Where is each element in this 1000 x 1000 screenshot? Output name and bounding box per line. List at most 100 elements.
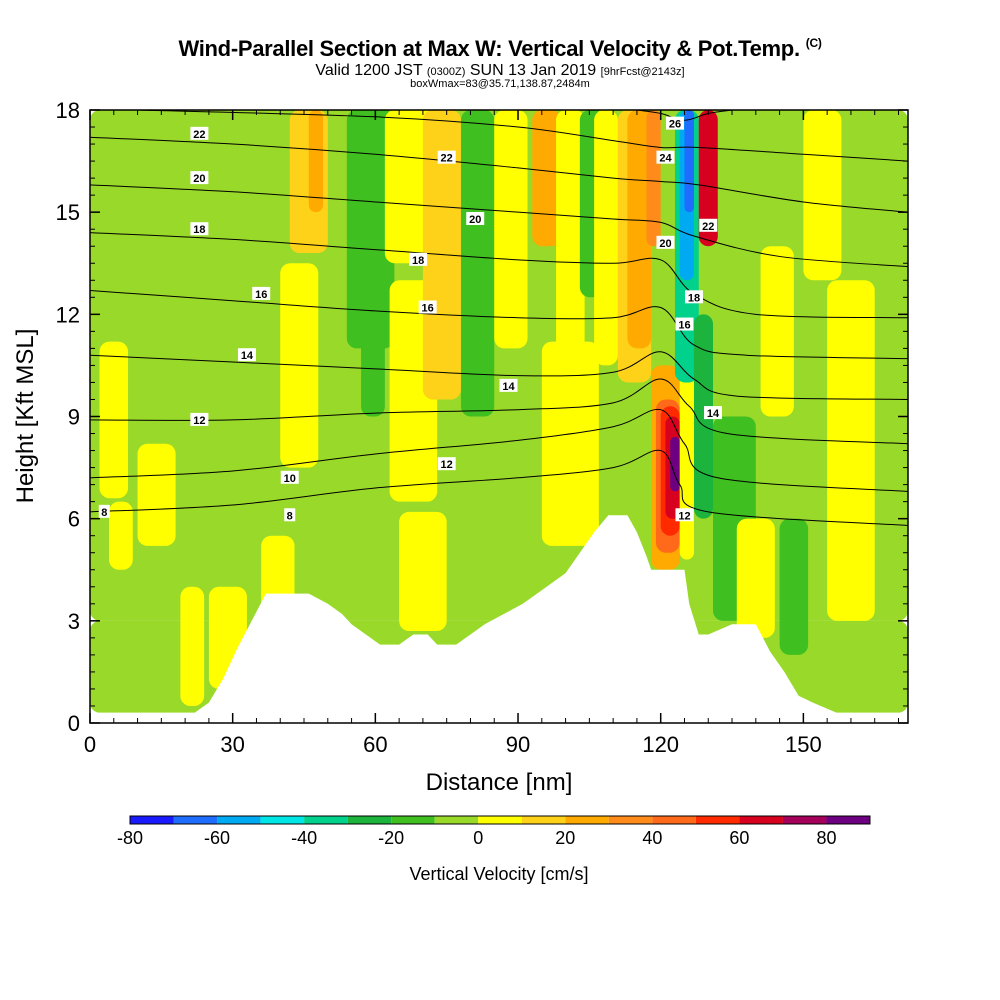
colorbar-tick-label: -40 xyxy=(291,828,317,848)
valid-date: SUN 13 Jan 2019 xyxy=(469,62,597,79)
valid-zulu: (0300Z) xyxy=(426,66,466,78)
contour-label-text: 26 xyxy=(669,119,681,131)
contour-label-bg xyxy=(656,150,675,164)
colorbar-tick-label: 80 xyxy=(816,828,836,848)
theta-contour-8 xyxy=(90,449,908,526)
y-tick-label: 9 xyxy=(68,405,80,430)
theta-contour-20 xyxy=(90,184,908,268)
contour-label-text: 16 xyxy=(422,303,434,315)
box-wmax-info: boxWmax=83@35.71,138.87,2484m xyxy=(410,78,590,90)
velocity-cell xyxy=(670,436,680,492)
contour-label-bg xyxy=(704,406,723,420)
velocity-cell xyxy=(736,518,775,638)
colorbar-label: Vertical Velocity [cm/s] xyxy=(409,864,588,884)
colorbar-swatch xyxy=(565,816,609,824)
contour-label: 8 xyxy=(284,508,296,522)
contour-label-text: 14 xyxy=(502,381,515,393)
theta-contour-14 xyxy=(90,351,908,400)
terrain-mask xyxy=(90,515,908,725)
contour-label-text: 20 xyxy=(469,214,481,226)
contour-label-text: 12 xyxy=(441,459,453,471)
contour-label-bg xyxy=(699,218,718,232)
x-tick-label: 150 xyxy=(785,732,822,757)
contour-label-bg xyxy=(656,235,675,249)
theta-contour-18 xyxy=(90,232,908,319)
contour-label: 18 xyxy=(190,222,209,236)
contour-label-bg xyxy=(675,508,694,522)
x-tick-label: 0 xyxy=(84,732,96,757)
contour-label-text: 14 xyxy=(241,350,254,362)
contour-label: 22 xyxy=(190,126,209,141)
contour-label-text: 14 xyxy=(707,408,720,420)
contour-label-text: 12 xyxy=(678,510,690,522)
contour-label-bg xyxy=(466,211,485,225)
contour-label: 22 xyxy=(437,150,456,165)
velocity-cell xyxy=(594,110,618,366)
contour-label-text: 16 xyxy=(255,289,267,301)
colorbar-tick-label: -60 xyxy=(204,828,230,848)
velocity-cell xyxy=(679,372,694,560)
contour-label-bg xyxy=(437,457,456,471)
velocity-cell xyxy=(698,110,718,247)
colorbar-swatch xyxy=(782,816,827,824)
x-tick-label: 30 xyxy=(220,732,244,757)
x-tick-label: 120 xyxy=(642,732,679,757)
velocity-cell xyxy=(494,110,528,349)
velocity-cell xyxy=(541,341,599,546)
contour-label-bg xyxy=(190,171,209,185)
y-tick-label: 15 xyxy=(56,200,80,225)
contour-label: 14 xyxy=(237,348,256,362)
contour-label-text: 22 xyxy=(193,129,205,141)
contour-label: 14 xyxy=(704,406,723,420)
y-axis: 0 3 6 9 12 15 18 xyxy=(56,98,908,736)
colorbar-swatch xyxy=(608,816,653,824)
theta-contour-12 xyxy=(90,378,908,445)
contour-label-bg xyxy=(665,116,684,130)
velocity-cell xyxy=(180,586,205,706)
y-tick-label: 3 xyxy=(68,609,80,634)
velocity-cell xyxy=(399,511,447,632)
colorbar-swatch xyxy=(434,816,479,824)
velocity-cell xyxy=(827,280,875,621)
colorbar-swatch xyxy=(391,816,435,824)
contour-label-bg xyxy=(190,412,209,426)
velocity-cell xyxy=(693,314,714,519)
valid-prefix: Valid 1200 JST xyxy=(315,62,423,79)
y-tick-label: 0 xyxy=(68,711,80,736)
contour-label-bg xyxy=(437,150,456,164)
x-tick-label: 90 xyxy=(506,732,530,757)
contour-label: 22 xyxy=(699,218,718,233)
contour-label-bg xyxy=(675,317,694,331)
theta-contour-16 xyxy=(90,289,908,360)
contour-label-text: 10 xyxy=(284,473,296,485)
colorbar: -80 -60 -40 -20 0 20 40 60 80 xyxy=(117,815,871,848)
contour-label: 20 xyxy=(466,211,485,226)
valid-time: Valid 1200 JST (0300Z) SUN 13 Jan 2019 [… xyxy=(0,62,1000,80)
contour-label-bg xyxy=(252,286,271,300)
contour-label: 18 xyxy=(409,252,428,267)
contour-label: 12 xyxy=(437,457,456,471)
colorbar-swatch xyxy=(695,816,740,824)
x-axis-label: Distance [nm] xyxy=(426,769,573,796)
colorbar-tick-label: -20 xyxy=(378,828,404,848)
y-tick-label: 18 xyxy=(56,98,80,123)
theta-contour-26 xyxy=(636,110,733,121)
contour-label: 8 xyxy=(98,504,110,519)
colorbar-swatch xyxy=(826,816,870,824)
colorbar-swatch xyxy=(217,816,261,824)
x-axis: 0 30 60 90 120 150 xyxy=(84,110,899,757)
contour-label: 20 xyxy=(656,235,675,250)
contour-label: 20 xyxy=(190,171,209,185)
y-tick-label: 12 xyxy=(56,302,80,327)
contour-label-bg xyxy=(237,348,256,362)
velocity-cell xyxy=(109,501,133,570)
contour-label: 14 xyxy=(499,378,518,393)
velocity-cell xyxy=(532,110,561,247)
x-tick-label: 60 xyxy=(363,732,387,757)
colorbar-tick-label: 40 xyxy=(642,828,662,848)
velocity-cell xyxy=(308,110,324,213)
theta-contour-10 xyxy=(90,408,908,492)
contour-label-bg xyxy=(684,290,703,304)
contour-label-text: 20 xyxy=(193,173,205,185)
